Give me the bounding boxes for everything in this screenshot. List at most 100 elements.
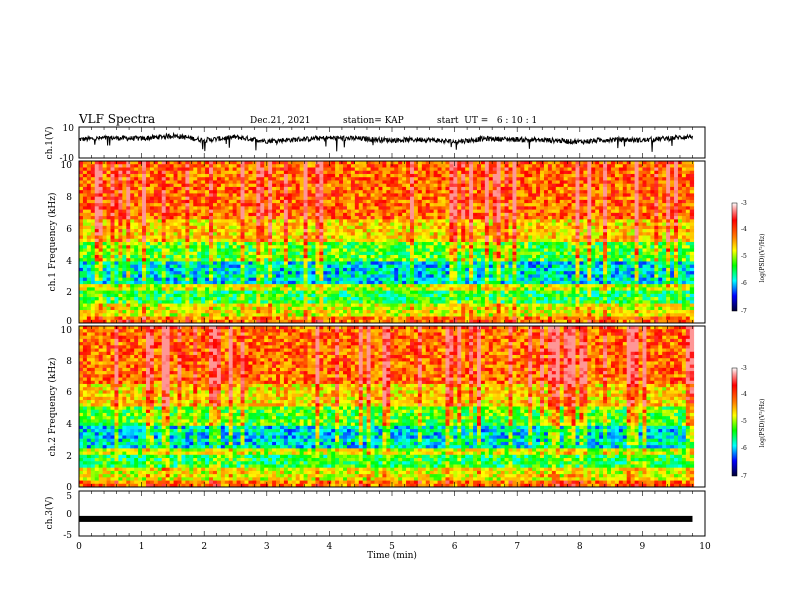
spectrogram-cell <box>303 199 308 204</box>
spectrogram-cell <box>276 212 281 217</box>
spectrogram-cell <box>410 196 415 201</box>
spectrogram-cell <box>449 161 454 165</box>
spectrogram-cell <box>335 225 340 230</box>
spectrogram-cell <box>82 225 88 230</box>
spectrogram-cell <box>165 199 170 204</box>
spectrogram-cell <box>224 251 230 256</box>
spectrogram-cell <box>311 222 316 227</box>
spectrogram-cell <box>268 225 273 230</box>
spectrogram-cell <box>307 216 312 220</box>
spectrogram-cell <box>264 280 269 285</box>
spectrogram-cell <box>307 277 312 282</box>
spectrogram-cell <box>425 293 431 298</box>
spectrogram-cell <box>457 177 462 181</box>
spectrogram-cell <box>335 306 340 311</box>
spectrogram-cell <box>382 254 387 259</box>
spectrogram-cell <box>118 186 123 191</box>
spectrogram-cell <box>153 164 159 168</box>
spectrogram-cell <box>283 267 289 272</box>
spectrogram-cell <box>216 245 222 249</box>
spectrogram-cell <box>362 300 368 304</box>
spectrogram-cell <box>378 306 383 311</box>
spectrogram-cell <box>417 167 423 172</box>
spectrogram-cell <box>354 251 360 256</box>
spectrogram-cell <box>279 219 285 223</box>
spectrogram-cell <box>350 222 356 227</box>
spectrogram-cell <box>79 216 84 220</box>
spectrogram-cell <box>153 277 159 282</box>
spectrogram-cell <box>402 196 407 201</box>
spectrogram-cell <box>374 316 379 321</box>
spectrogram-cell <box>161 196 167 201</box>
spectrogram-cell <box>323 280 328 285</box>
spectrogram-cell <box>402 219 407 223</box>
spectrogram-cell <box>220 267 226 272</box>
spectrogram-cell <box>366 232 371 236</box>
spectrogram-cell <box>134 290 139 295</box>
spectrogram-cell <box>189 170 194 175</box>
spectrogram-cell <box>299 177 304 181</box>
spectrogram-cell <box>177 290 182 295</box>
spectrogram-cell <box>350 183 356 188</box>
spectrogram-cell <box>248 316 253 321</box>
spectrogram-cell <box>138 290 143 295</box>
spectrogram-cell <box>354 196 360 201</box>
spectrogram-cell <box>177 225 182 230</box>
spectrogram-cell <box>398 290 403 295</box>
spectrogram-cell <box>185 219 190 223</box>
spectrogram-cell <box>315 167 320 172</box>
spectrogram-cell <box>299 313 304 317</box>
spectrogram-cell <box>319 164 324 168</box>
spectrogram-cell <box>457 186 462 191</box>
panel-ch1-voltage: 10 -10 ch.1(V) <box>44 124 706 164</box>
spectrogram-cell <box>161 287 167 291</box>
spectrogram-cell <box>398 190 403 194</box>
spectrogram-cell <box>339 229 344 233</box>
spectrogram-cell <box>169 216 174 220</box>
spectrogram-cell <box>82 248 88 253</box>
spectrogram-cell <box>346 248 352 253</box>
spectrogram-cell <box>228 258 234 262</box>
spectrogram-cell <box>197 196 202 201</box>
spectrogram-cell <box>335 261 340 266</box>
spectrogram-cell <box>386 248 391 253</box>
spectrogram-cell <box>134 280 139 285</box>
spectrogram-cell <box>256 261 261 266</box>
spectrogram-cell <box>220 219 226 223</box>
spectrogram-cell <box>173 238 178 243</box>
spectrogram-cell <box>433 293 438 298</box>
spectrogram-cell <box>122 209 127 214</box>
spectrogram-cell <box>287 271 293 275</box>
spectrogram-cell <box>382 287 387 291</box>
spectrogram-cell <box>386 206 391 210</box>
spectrogram-cell <box>173 196 178 201</box>
spectrogram-cell <box>272 229 277 233</box>
spectrogram-cell <box>354 173 360 178</box>
spectrogram-cell <box>98 267 103 272</box>
spectrogram-cell <box>410 258 415 262</box>
spectrogram-cell <box>185 306 190 311</box>
spectrogram-cell <box>406 193 411 197</box>
spectrogram-cell <box>130 303 135 308</box>
spectrogram-cell <box>114 238 119 243</box>
spectrogram-cell <box>299 300 304 304</box>
spectrogram-cell <box>161 173 167 178</box>
spectrogram-cell <box>102 206 107 210</box>
spectrogram-cell <box>90 196 96 201</box>
spectrogram-cell <box>94 209 100 214</box>
spectrogram-cell <box>216 319 222 324</box>
spectrogram-cell <box>441 173 446 178</box>
spectrogram-cell <box>169 254 174 259</box>
spectrogram-cell <box>209 242 214 246</box>
spectrogram-cell <box>303 303 308 308</box>
spectrogram-cell <box>421 216 427 220</box>
spectrogram-cell <box>86 264 92 269</box>
spectrogram-cell <box>283 280 289 285</box>
spectrogram-cell <box>291 161 297 165</box>
spectrogram-cell <box>374 254 379 259</box>
spectrogram-cell <box>122 248 127 253</box>
spectrogram-cell <box>138 319 143 324</box>
spectrogram-cell <box>205 183 210 188</box>
spectrogram-cell <box>79 232 84 236</box>
spectrogram-cell <box>311 258 316 262</box>
